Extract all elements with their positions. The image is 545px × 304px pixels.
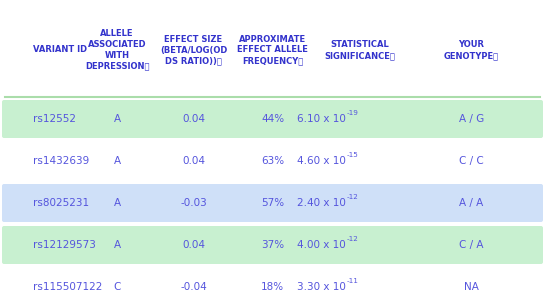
Text: 57%: 57%: [261, 198, 284, 208]
Text: A: A: [113, 198, 121, 208]
Text: 37%: 37%: [261, 240, 284, 250]
Text: 0.04: 0.04: [182, 240, 205, 250]
Text: YOUR
GENOTYPEⓘ: YOUR GENOTYPEⓘ: [444, 40, 499, 60]
Text: 4.00 x 10: 4.00 x 10: [297, 240, 346, 250]
Text: 4.60 x 10: 4.60 x 10: [297, 156, 346, 166]
Text: A: A: [113, 156, 121, 166]
Text: -19: -19: [347, 110, 359, 116]
FancyBboxPatch shape: [2, 100, 543, 138]
Text: 0.04: 0.04: [182, 114, 205, 124]
Text: C / A: C / A: [459, 240, 483, 250]
Text: A / A: A / A: [459, 198, 483, 208]
Text: rs8025231: rs8025231: [33, 198, 89, 208]
Text: 3.30 x 10: 3.30 x 10: [297, 282, 346, 292]
Text: C: C: [113, 282, 121, 292]
Text: 6.10 x 10: 6.10 x 10: [297, 114, 346, 124]
Text: -15: -15: [347, 152, 359, 158]
Text: A: A: [113, 114, 121, 124]
FancyBboxPatch shape: [2, 184, 543, 222]
Text: 18%: 18%: [261, 282, 284, 292]
Text: A: A: [113, 240, 121, 250]
Text: -11: -11: [347, 278, 359, 284]
Text: NA: NA: [464, 282, 479, 292]
Text: 63%: 63%: [261, 156, 284, 166]
Text: rs12552: rs12552: [33, 114, 76, 124]
Text: ALLELE
ASSOCIATED
WITH
DEPRESSIONⓘ: ALLELE ASSOCIATED WITH DEPRESSIONⓘ: [85, 29, 149, 71]
Text: 44%: 44%: [261, 114, 284, 124]
Text: A / G: A / G: [459, 114, 484, 124]
Text: 0.04: 0.04: [182, 156, 205, 166]
Text: rs12129573: rs12129573: [33, 240, 95, 250]
Text: 2.40 x 10: 2.40 x 10: [297, 198, 346, 208]
Text: -0.03: -0.03: [180, 198, 207, 208]
Text: -0.04: -0.04: [180, 282, 207, 292]
Text: APPROXIMATE
EFFECT ALLELE
FREQUENCYⓘ: APPROXIMATE EFFECT ALLELE FREQUENCYⓘ: [237, 35, 308, 65]
Text: STATISTICAL
SIGNIFICANCEⓘ: STATISTICAL SIGNIFICANCEⓘ: [324, 40, 395, 60]
Text: rs115507122: rs115507122: [33, 282, 102, 292]
Text: -12: -12: [347, 236, 359, 242]
FancyBboxPatch shape: [2, 226, 543, 264]
Text: VARIANT ID: VARIANT ID: [33, 46, 87, 54]
Text: EFFECT SIZE
(BETA/LOG(OD
DS RATIO))ⓘ: EFFECT SIZE (BETA/LOG(OD DS RATIO))ⓘ: [160, 35, 227, 65]
Text: C / C: C / C: [459, 156, 484, 166]
Text: -12: -12: [347, 194, 359, 200]
Text: rs1432639: rs1432639: [33, 156, 89, 166]
